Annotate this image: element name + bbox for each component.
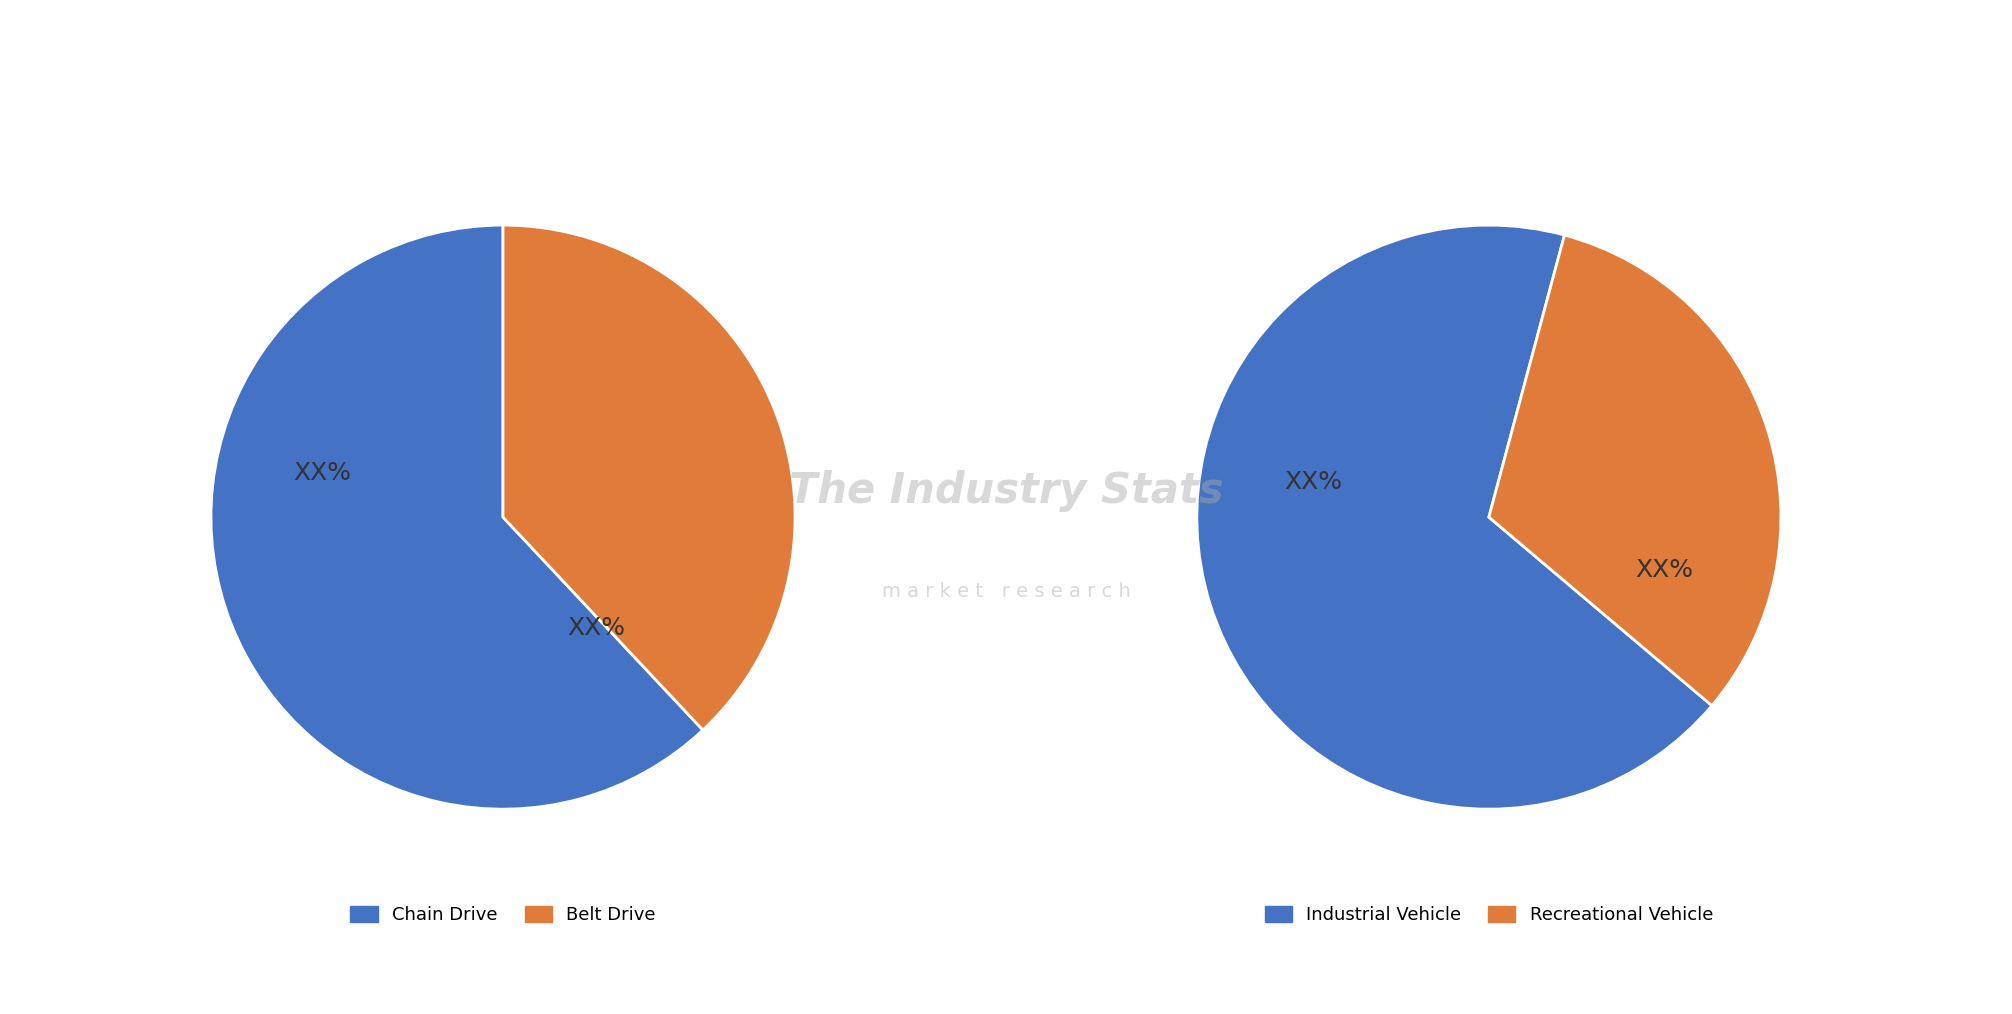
Text: Email: sales@theindustrystats.com: Email: sales@theindustrystats.com <box>765 967 1119 985</box>
Wedge shape <box>211 225 702 809</box>
Wedge shape <box>503 225 795 730</box>
Legend: Industrial Vehicle, Recreational Vehicle: Industrial Vehicle, Recreational Vehicle <box>1258 898 1720 932</box>
Text: m a r k e t   r e s e a r c h: m a r k e t r e s e a r c h <box>881 582 1131 601</box>
Text: XX%: XX% <box>1636 558 1694 582</box>
Text: XX%: XX% <box>1284 470 1342 494</box>
Text: XX%: XX% <box>567 617 626 640</box>
Text: Source: Theindustrystats Analysis: Source: Theindustrystats Analysis <box>24 967 370 985</box>
Text: XX%: XX% <box>294 461 350 486</box>
Text: The Industry Stats: The Industry Stats <box>789 470 1223 512</box>
Wedge shape <box>1489 235 1781 706</box>
Legend: Chain Drive, Belt Drive: Chain Drive, Belt Drive <box>344 898 662 932</box>
Wedge shape <box>1197 225 1712 809</box>
Text: Fig. Global Engine Timing Systems Market Share by Product Types & Application: Fig. Global Engine Timing Systems Market… <box>24 55 1026 79</box>
Text: Website: www.theindustrystats.com: Website: www.theindustrystats.com <box>1449 967 1817 985</box>
